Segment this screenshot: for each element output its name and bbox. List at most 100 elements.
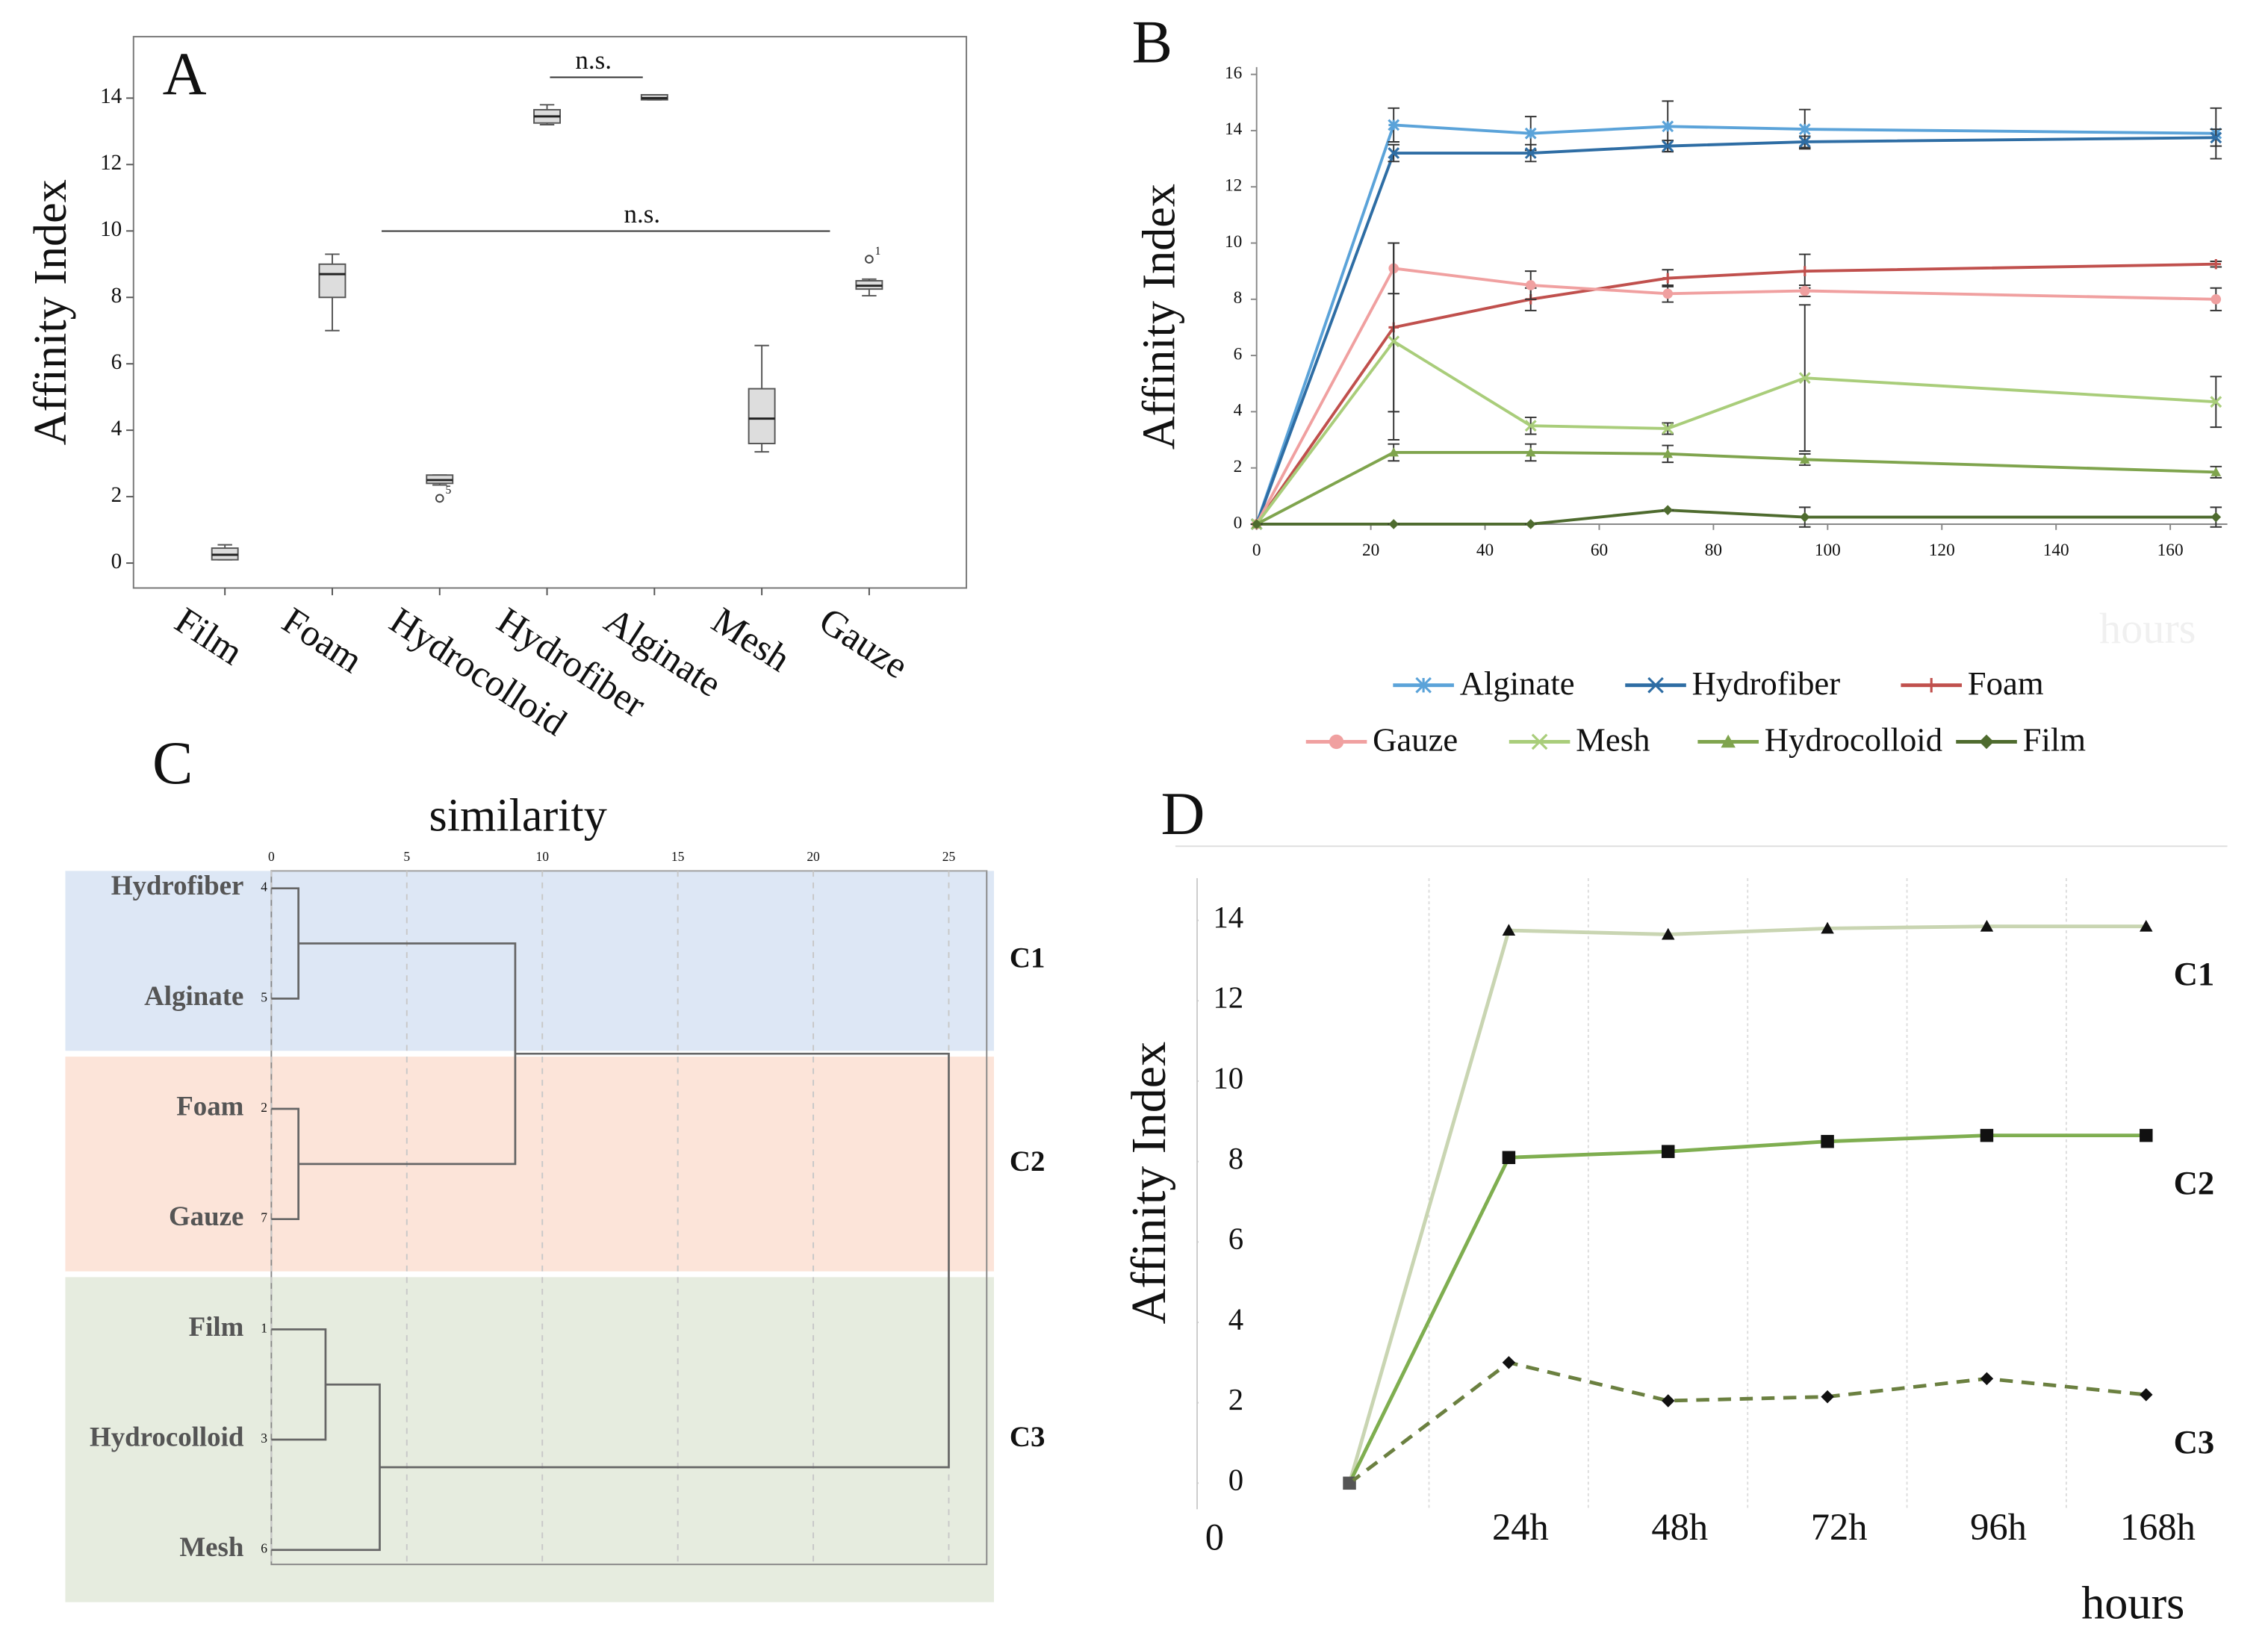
y-tick-label: 2 [111, 483, 122, 507]
x-tick-label: 72h [1811, 1506, 1868, 1548]
dendrogram-link [379, 1052, 950, 1469]
marker [1799, 454, 1810, 464]
y-tick-label: 12 [1213, 981, 1243, 1015]
series-label: C3 [2174, 1423, 2215, 1461]
x-tick-label: 48h [1651, 1506, 1708, 1548]
marker [1799, 266, 1810, 276]
legend-label: Foam [1968, 665, 2044, 702]
marker [1502, 1356, 1516, 1369]
cluster-band [65, 871, 994, 1051]
y-tick-label: 0 [111, 550, 122, 573]
y-tick-label: 4 [1234, 401, 1243, 420]
comparison-label: n.s. [575, 46, 612, 75]
series-line [1256, 508, 2216, 526]
marker [1980, 1128, 1994, 1142]
marker [1531, 733, 1548, 750]
outlier [865, 255, 874, 264]
y-tick-label: 10 [1213, 1061, 1243, 1095]
marker [1980, 919, 1994, 932]
panel-label: D [1161, 780, 1205, 847]
series-line [1348, 1360, 2147, 1485]
box [318, 263, 347, 299]
marker [2210, 293, 2222, 305]
series-line [1255, 123, 2216, 525]
panel-label: A [163, 40, 207, 108]
x-tick-label: 160 [2157, 541, 2184, 560]
series-line [1347, 1133, 2146, 1484]
marker [1662, 449, 1674, 458]
marker [2210, 258, 2222, 270]
outlier-label: 1 [875, 245, 881, 258]
outlier-label: 5 [446, 484, 452, 497]
dendrogram-link [271, 1107, 299, 1221]
y-axis-label: Affinity Index [1134, 184, 1185, 450]
y-tick-label: 2 [1228, 1383, 1243, 1416]
marker [1524, 420, 1537, 432]
marker [1524, 147, 1537, 159]
marker [1821, 1134, 1834, 1148]
y-tick-label: 10 [100, 217, 122, 241]
x-tick-label: 0 [268, 849, 275, 864]
x-tick-label: 20 [807, 849, 820, 864]
dendrogram-link [271, 887, 299, 1000]
marker [1924, 677, 1939, 693]
x-tick-label: 25 [942, 849, 956, 864]
leaf-id: 2 [261, 1100, 267, 1115]
y-tick-label: 6 [1234, 344, 1243, 364]
y-tick-label: 14 [100, 84, 122, 108]
x-tick-label: 80 [1705, 541, 1722, 560]
legend-label: Hydrocolloid [1765, 721, 1942, 759]
legend-label: Alginate [1460, 665, 1575, 702]
marker [1388, 335, 1400, 348]
marker [1525, 447, 1536, 457]
y-tick-label: 4 [1228, 1302, 1243, 1336]
marker [2140, 919, 2153, 932]
series-line [1255, 451, 2216, 526]
y-axis-label: Affinity Index [1122, 1042, 1176, 1324]
legend-label: Hydrofiber [1692, 665, 1841, 702]
series-label: C2 [2174, 1164, 2215, 1201]
marker [1415, 676, 1432, 694]
marker [1662, 288, 1674, 299]
marker [1661, 1394, 1675, 1408]
x-tick-label: 5 [403, 849, 410, 864]
y-tick-label: 8 [1228, 1142, 1243, 1175]
x-tick-label: 15 [671, 849, 685, 864]
marker [1980, 1372, 1994, 1386]
y-tick-label: 0 [1228, 1464, 1243, 1497]
leaf-label: Hydrocolloid [90, 1422, 244, 1452]
dendrogram-link [271, 1328, 327, 1441]
comparison-label: n.s. [624, 199, 661, 228]
annotation: 0 [1205, 1517, 1224, 1558]
marker [1798, 136, 1811, 148]
x-tick-label: 96h [1970, 1506, 2027, 1548]
leaf-label: Film [189, 1311, 244, 1342]
marker [1662, 423, 1674, 435]
chart-title: similarity [429, 791, 607, 842]
marker [2210, 467, 2222, 476]
box [748, 388, 776, 444]
marker [1524, 127, 1537, 140]
x-tick-label: 40 [1476, 541, 1494, 560]
panel-label: B [1132, 7, 1172, 75]
series-line [1255, 339, 2216, 526]
x-tick-label: Foam [276, 599, 370, 681]
legend-label: Film [2023, 721, 2087, 759]
marker [2210, 396, 2222, 408]
y-tick-label: 8 [1234, 288, 1243, 308]
cluster-label: C2 [1010, 1145, 1046, 1178]
marker [1329, 734, 1344, 750]
leaf-id: 4 [261, 880, 267, 895]
y-tick-label: 0 [1234, 513, 1243, 532]
leaf-label: Gauze [169, 1201, 243, 1231]
marker [1388, 519, 1399, 529]
marker [2210, 511, 2222, 523]
plot-frame [132, 36, 968, 589]
marker [1979, 734, 1994, 750]
panel-label: C [152, 729, 193, 797]
marker [1798, 372, 1811, 385]
x-tick-label: 24h [1492, 1506, 1549, 1548]
x-tick-label: 168h [2120, 1506, 2196, 1548]
marker [1662, 120, 1674, 133]
leaf-id: 3 [261, 1431, 267, 1446]
